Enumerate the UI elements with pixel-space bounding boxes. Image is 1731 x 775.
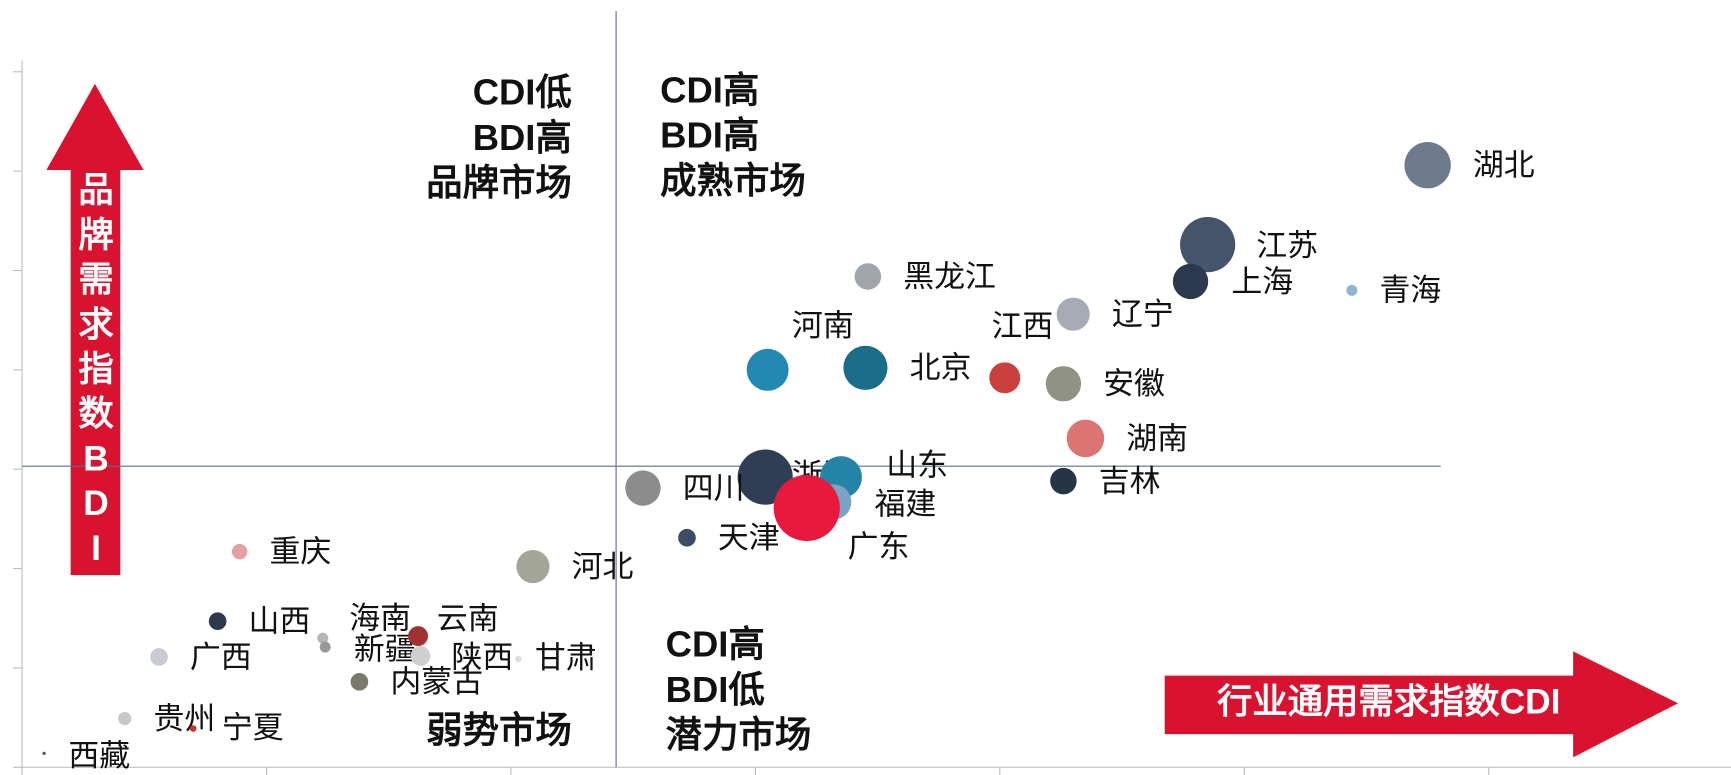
point-label: 天津: [718, 520, 780, 555]
bubble: [350, 672, 369, 691]
quadrant-label: 弱势市场: [426, 710, 572, 751]
bubble: [150, 648, 168, 666]
bubble: [208, 612, 227, 631]
bubble: [118, 711, 132, 726]
point-label: 北京: [910, 350, 972, 385]
x-axis-label: 行业通用需求指数CDI: [1217, 683, 1560, 722]
quadrant-label: CDI高: [660, 69, 759, 110]
point-label: 四川: [683, 470, 745, 505]
bubble: [319, 641, 331, 653]
y-arrow: [46, 83, 144, 576]
bubble: [42, 751, 46, 756]
point-label: 新疆: [354, 632, 416, 667]
bubble: [746, 348, 789, 391]
quadrant-label: 品牌市场: [426, 162, 572, 203]
bubble: [625, 470, 661, 506]
y-axis-label: 品牌需求指数 B D I: [78, 172, 114, 569]
point-label: 陕西: [451, 639, 513, 674]
quadrant-label: BDI低: [666, 669, 765, 710]
quadrant-label: BDI高: [473, 117, 572, 158]
point-label: 吉林: [1099, 463, 1161, 498]
point-label: 江西: [992, 308, 1054, 343]
bubble: [1050, 467, 1077, 495]
point-label: 甘肃: [535, 640, 597, 675]
bubble: [773, 474, 840, 542]
point-label: 内蒙古: [390, 664, 483, 699]
bubble: [1056, 297, 1090, 331]
point-label: 黑龙江: [903, 259, 996, 294]
point-label: 青海: [1379, 273, 1441, 308]
bubble: [231, 543, 248, 560]
bubble: [843, 345, 888, 390]
quadrant-label: CDI高: [666, 624, 765, 665]
bubble: [514, 655, 522, 663]
point-label: 山西: [249, 604, 311, 639]
point-label: 贵州: [153, 701, 215, 736]
x-arrow: [1164, 651, 1679, 758]
bubble: [1404, 141, 1451, 189]
quadrant-label: 成熟市场: [660, 160, 806, 201]
point-label: 福建: [874, 487, 936, 522]
bubble: [1180, 217, 1236, 273]
bubble: [678, 528, 696, 547]
point-label: 宁夏: [222, 710, 284, 745]
bubble: [989, 362, 1021, 394]
quadrant-label: BDI高: [660, 115, 759, 156]
bubble: [516, 550, 550, 584]
bubble: [1066, 419, 1105, 458]
point-label: 西藏: [68, 738, 130, 773]
point-label: 河南: [792, 308, 854, 343]
point-label: 江苏: [1256, 228, 1318, 263]
point-label: 广西: [190, 639, 252, 674]
point-label: 广东: [848, 529, 910, 564]
point-label: 湖南: [1126, 421, 1188, 456]
point-label: 湖北: [1473, 148, 1535, 183]
point-label: 辽宁: [1112, 297, 1174, 332]
bubble: [189, 725, 197, 732]
point-label: 安徽: [1103, 366, 1165, 401]
point-label: 重庆: [269, 534, 331, 569]
bubble: [1346, 284, 1358, 296]
bubble: [1172, 263, 1209, 300]
bubble: [854, 263, 882, 290]
bubble: [410, 646, 431, 666]
quadrant-label: 潜力市场: [666, 714, 812, 755]
bubble: [408, 626, 429, 647]
bubble: [317, 632, 329, 644]
bubble: [1045, 366, 1082, 402]
point-label: 山东: [886, 447, 948, 482]
point-label: 云南: [437, 601, 499, 636]
point-label: 河北: [572, 549, 634, 584]
quadrant-label: CDI低: [473, 72, 572, 113]
point-label: 上海: [1231, 264, 1293, 299]
point-label: 海南: [349, 601, 411, 636]
